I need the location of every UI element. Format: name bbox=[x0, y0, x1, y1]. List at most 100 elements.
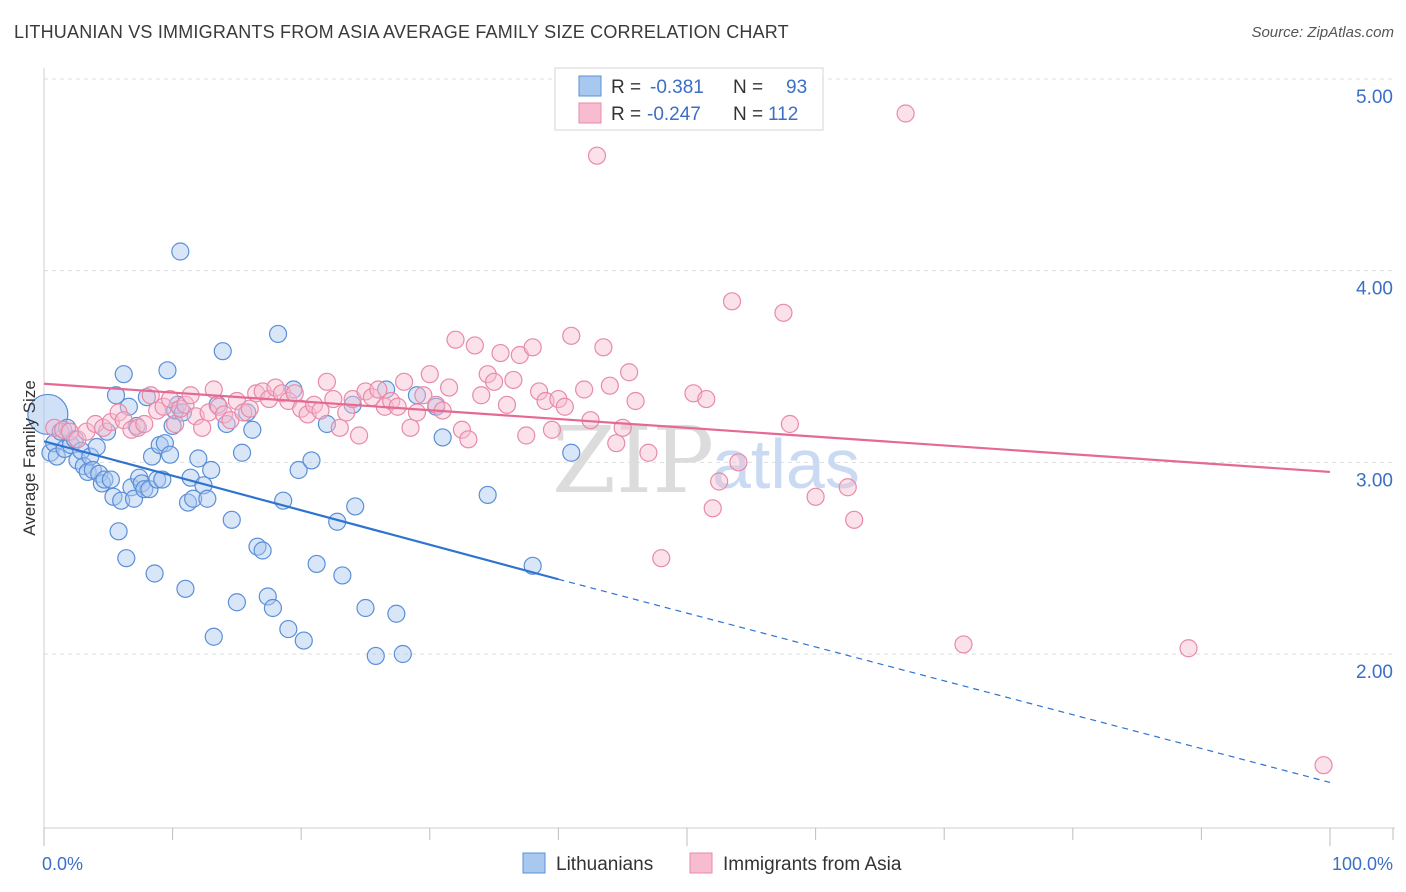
point-immigrant-asia bbox=[176, 395, 195, 414]
point-lithuanian bbox=[119, 397, 138, 416]
point-immigrant-asia bbox=[562, 326, 581, 345]
point-immigrant-asia bbox=[1179, 639, 1198, 658]
point-lithuanian bbox=[184, 489, 203, 508]
point-lithuanian bbox=[302, 451, 321, 470]
point-immigrant-asia bbox=[697, 389, 716, 409]
point-lithuanian bbox=[204, 627, 223, 646]
point-lithuanian bbox=[171, 242, 190, 261]
point-lithuanian bbox=[289, 460, 308, 480]
point-lithuanian bbox=[176, 579, 195, 598]
point-lithuanian bbox=[307, 554, 326, 574]
series-lithuanians bbox=[27, 242, 581, 666]
point-lithuanian bbox=[356, 598, 375, 618]
bottom-legend-swatch-pink bbox=[689, 852, 713, 874]
point-lithuanian bbox=[333, 566, 352, 585]
x-tick-labels: 0.0% 100.0% bbox=[42, 854, 1393, 874]
source-label: Source: ZipAtlas.com bbox=[1251, 24, 1394, 41]
legend-r-value-2: -0.247 bbox=[647, 104, 701, 125]
point-immigrant-asia bbox=[780, 414, 799, 434]
point-lithuanian bbox=[433, 428, 452, 447]
point-immigrant-asia bbox=[166, 414, 185, 434]
point-lithuanian bbox=[393, 644, 412, 664]
point-immigrant-asia bbox=[954, 635, 973, 654]
point-immigrant-asia bbox=[240, 399, 259, 418]
point-immigrant-asia bbox=[401, 418, 420, 437]
point-lithuanian bbox=[27, 393, 69, 436]
x-tick-label-min: 0.0% bbox=[42, 854, 83, 874]
legend-n-value-1: 93 bbox=[786, 77, 807, 98]
point-lithuanian bbox=[117, 549, 136, 568]
point-lithuanian bbox=[155, 434, 174, 453]
point-lithuanian bbox=[160, 445, 180, 464]
point-lithuanian bbox=[140, 480, 159, 499]
trend-line-lithuanians bbox=[43, 440, 559, 581]
point-lithuanian bbox=[109, 522, 128, 541]
point-lithuanian bbox=[253, 541, 272, 560]
point-immigrant-asia bbox=[587, 146, 607, 165]
legend-r-label-2: R = bbox=[611, 104, 641, 125]
y-axis-label: Average Family Size bbox=[20, 380, 39, 536]
point-lithuanian bbox=[114, 365, 133, 384]
point-immigrant-asia bbox=[594, 338, 613, 357]
point-immigrant-asia bbox=[485, 372, 504, 391]
point-immigrant-asia bbox=[710, 472, 729, 491]
trend-line-lithuanians-extrapolated bbox=[558, 578, 1331, 783]
point-lithuanian bbox=[95, 470, 114, 489]
bottom-legend-label-immigrants: Immigrants from Asia bbox=[723, 854, 902, 875]
point-immigrant-asia bbox=[600, 376, 619, 395]
point-immigrant-asia bbox=[465, 336, 484, 355]
point-immigrant-asia bbox=[407, 403, 427, 422]
bottom-legend: Lithuanians Immigrants from Asia bbox=[522, 852, 902, 875]
grid-lines bbox=[44, 78, 1395, 655]
point-immigrant-asia bbox=[1314, 756, 1333, 775]
legend-swatch-blue bbox=[578, 75, 602, 97]
point-immigrant-asia bbox=[774, 303, 793, 322]
point-immigrant-asia bbox=[330, 418, 349, 437]
point-lithuanian bbox=[189, 449, 208, 468]
point-immigrant-asia bbox=[504, 370, 523, 390]
point-immigrant-asia bbox=[199, 403, 218, 422]
chart-title: LITHUANIAN VS IMMIGRANTS FROM ASIA AVERA… bbox=[14, 22, 789, 42]
point-immigrant-asia bbox=[446, 330, 465, 349]
y-tick-label: 5.00 bbox=[1356, 87, 1393, 108]
point-immigrant-asia bbox=[317, 372, 337, 391]
point-lithuanian bbox=[227, 593, 246, 612]
series-immigrants-from-asia bbox=[45, 104, 1333, 775]
point-lithuanian bbox=[158, 361, 177, 380]
point-lithuanian bbox=[213, 342, 232, 361]
point-lithuanian bbox=[478, 485, 497, 505]
y-tick-label: 4.00 bbox=[1356, 279, 1393, 300]
bottom-legend-swatch-blue bbox=[522, 852, 546, 874]
point-lithuanian bbox=[366, 646, 385, 666]
point-immigrant-asia bbox=[472, 386, 491, 405]
point-immigrant-asia bbox=[639, 443, 658, 462]
point-immigrant-asia bbox=[135, 414, 154, 434]
legend-swatch-pink bbox=[578, 102, 602, 124]
point-immigrant-asia bbox=[114, 411, 133, 430]
point-lithuanian bbox=[268, 324, 288, 344]
legend-r-value-1: -0.381 bbox=[650, 77, 704, 98]
point-lithuanian bbox=[294, 631, 313, 650]
point-immigrant-asia bbox=[722, 292, 742, 311]
legend-n-label-1: N = bbox=[733, 77, 763, 98]
point-lithuanian bbox=[243, 420, 262, 439]
point-immigrant-asia bbox=[349, 426, 369, 445]
point-immigrant-asia bbox=[420, 365, 439, 384]
point-lithuanian bbox=[258, 587, 277, 606]
point-lithuanian bbox=[47, 447, 66, 466]
y-tick-labels: 2.00 3.00 4.00 5.00 bbox=[1356, 87, 1393, 683]
y-tick-label: 3.00 bbox=[1356, 470, 1393, 491]
point-immigrant-asia bbox=[845, 510, 864, 529]
point-lithuanian bbox=[153, 470, 172, 489]
point-lithuanian bbox=[145, 564, 164, 583]
point-immigrant-asia bbox=[517, 426, 536, 445]
point-immigrant-asia bbox=[703, 499, 722, 518]
point-immigrant-asia bbox=[626, 391, 645, 411]
point-lithuanian bbox=[135, 480, 154, 499]
point-immigrant-asia bbox=[369, 380, 388, 399]
point-immigrant-asia bbox=[530, 382, 549, 401]
x-tick-label-max: 100.0% bbox=[1332, 854, 1393, 874]
point-immigrant-asia bbox=[542, 420, 562, 439]
point-immigrant-asia bbox=[607, 434, 626, 453]
